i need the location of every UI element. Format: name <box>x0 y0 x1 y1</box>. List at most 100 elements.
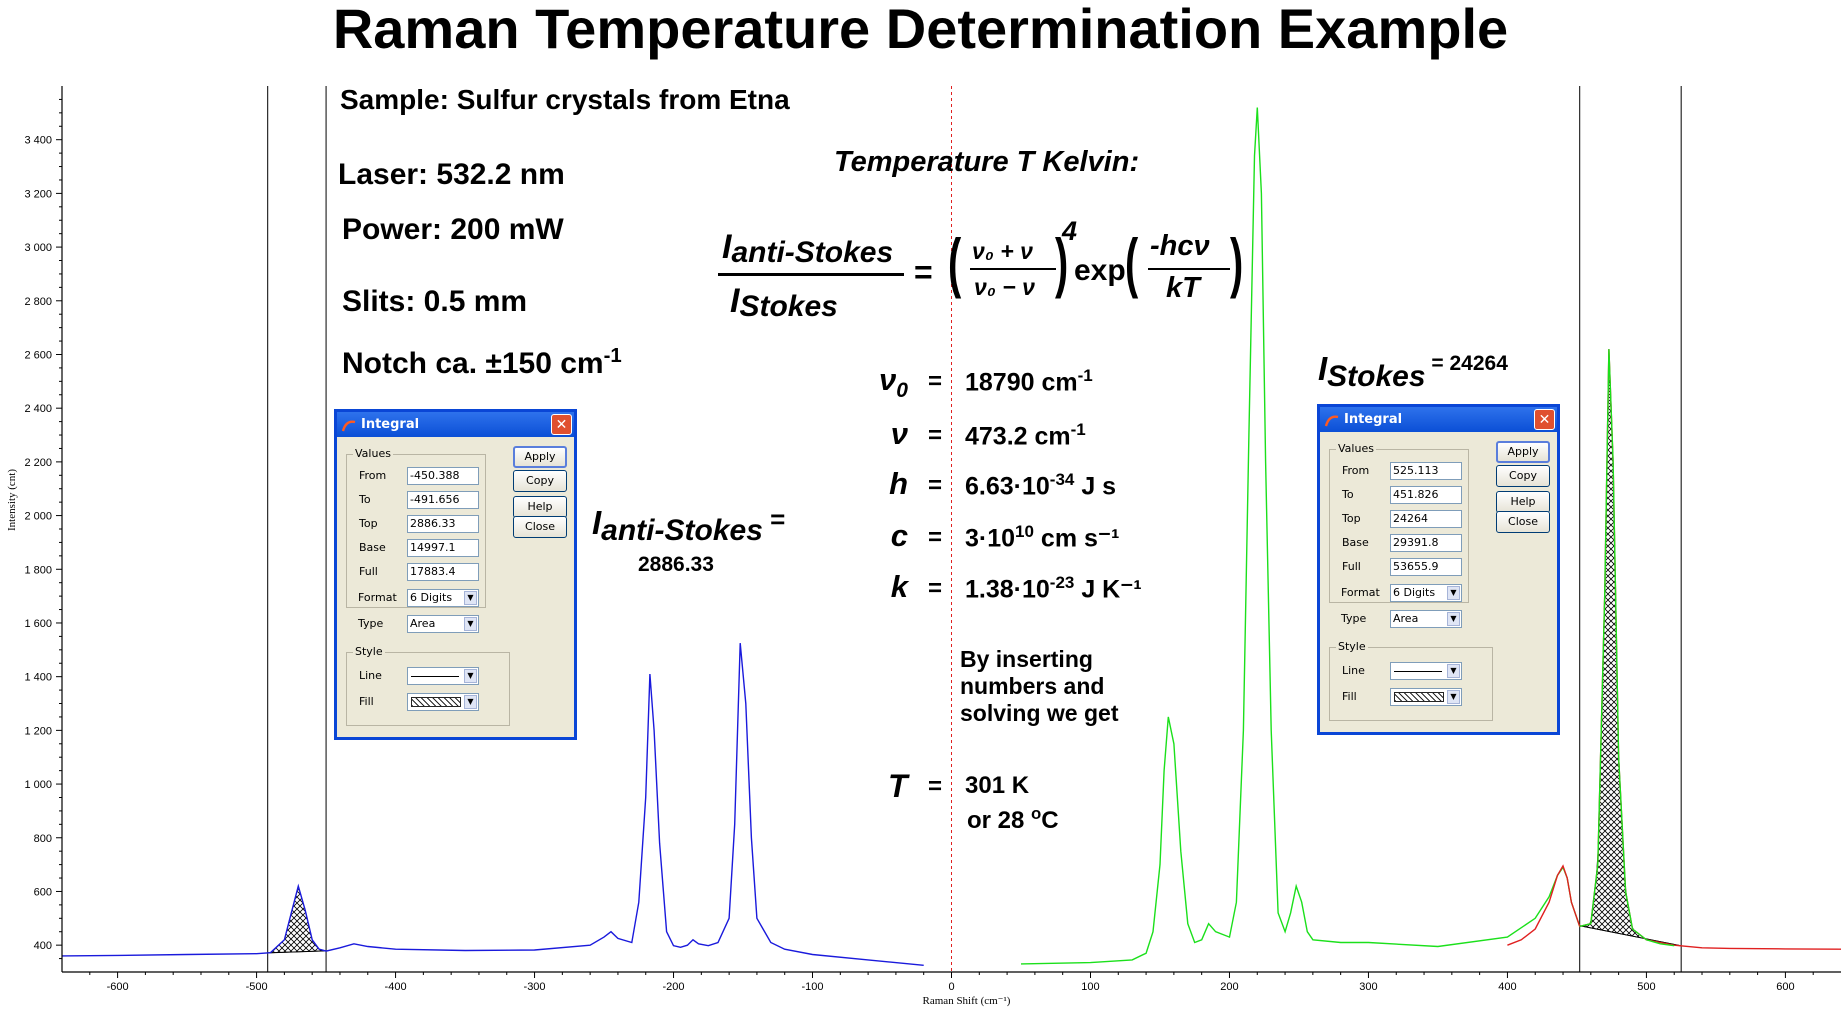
style-group-label: Style <box>1336 640 1368 653</box>
constant-symbol-char: k <box>890 569 908 604</box>
type-select[interactable]: Area ▼ <box>407 615 479 633</box>
integral-baseline-0 <box>268 950 326 954</box>
dialog-titlebar: Integral ✕ <box>337 412 574 437</box>
result-symbol: T <box>888 768 908 804</box>
x-tick-label: 0 <box>948 981 954 993</box>
chevron-down-icon: ▼ <box>1447 586 1460 600</box>
line-style-swatch <box>411 676 459 677</box>
field-full-input[interactable]: 53655.9 <box>1390 558 1462 576</box>
result-celsius: or 28 oC <box>967 804 1059 835</box>
formula-lparen-2: ( <box>1125 225 1139 299</box>
anti-stokes-eq: = <box>762 504 786 534</box>
integral-dialog-anti-stokes[interactable]: Integral ✕ Values From -450.388 To -491.656 Top… <box>334 409 577 740</box>
field-to-input[interactable]: -491.656 <box>407 491 479 509</box>
app-icon <box>341 417 356 432</box>
spectrum-series-1 <box>1020 107 1581 965</box>
formula-nu-sum: ν₀ + ν <box>972 238 1033 264</box>
constant-symbol-char: c <box>890 518 908 553</box>
apply-button[interactable]: Apply <box>513 446 567 468</box>
constant-eq: = <box>928 524 943 551</box>
constant-value-exp: -23 <box>1049 573 1075 592</box>
y-tick-label: 1 600 <box>24 618 52 630</box>
integral-dialog-stokes[interactable]: Integral ✕ Values From 525.113 To 451.826 Top 24… <box>1317 404 1560 735</box>
help-button[interactable]: Help <box>513 496 567 518</box>
help-button[interactable]: Help <box>1496 491 1550 513</box>
y-tick-label: 800 <box>34 833 52 845</box>
line-style-swatch <box>1394 671 1442 672</box>
fill-style-select[interactable]: ▼ <box>1390 688 1462 706</box>
chevron-down-icon: ▼ <box>1447 664 1460 678</box>
x-tick-label: 300 <box>1359 981 1377 993</box>
y-tick-label: 3 200 <box>24 188 52 200</box>
format-select[interactable]: 6 Digits ▼ <box>407 589 479 607</box>
y-axis-label: Intensity (cnt) <box>6 469 18 531</box>
format-value: 6 Digits <box>410 591 453 604</box>
y-tick-label: 1 000 <box>24 779 52 791</box>
constant-value-main: 1.38·10 <box>965 575 1050 604</box>
integral-area-0 <box>268 887 326 954</box>
app-icon <box>1324 412 1339 427</box>
copy-button[interactable]: Copy <box>1496 465 1550 487</box>
y-tick-label: 2 600 <box>24 349 52 361</box>
copy-button[interactable]: Copy <box>513 470 567 492</box>
field-base-input[interactable]: 29391.8 <box>1390 534 1462 552</box>
close-icon[interactable]: ✕ <box>1534 409 1555 430</box>
close-icon[interactable]: ✕ <box>551 414 572 435</box>
formula-nu-diff: ν₀ − ν <box>974 274 1035 300</box>
apply-button[interactable]: Apply <box>1496 441 1550 463</box>
constant-value-unit: cm s⁻¹ <box>1033 524 1120 553</box>
field-top-input[interactable]: 24264 <box>1390 510 1462 528</box>
y-tick-label: 400 <box>34 940 52 952</box>
y-tick-label: 3 400 <box>24 135 52 147</box>
line-style-select[interactable]: ▼ <box>1390 662 1462 680</box>
slits-text: Slits: 0.5 mm <box>342 285 528 318</box>
format-select[interactable]: 6 Digits ▼ <box>1390 584 1462 602</box>
y-tick-label: 2 200 <box>24 457 52 469</box>
constant-value-main: 3·10 <box>965 524 1016 553</box>
x-tick-label: 500 <box>1637 981 1655 993</box>
result-text: By inserting numbers and solving we get <box>960 646 1119 726</box>
fill-style-select[interactable]: ▼ <box>407 693 479 711</box>
page-title: Raman Temperature Determination Example <box>332 0 1509 60</box>
sample-text: Sample: Sulfur crystals from Etna <box>340 84 790 115</box>
close-button[interactable]: Close <box>1496 511 1550 533</box>
formula-denominator: IStokes <box>730 282 838 324</box>
type-select[interactable]: Area ▼ <box>1390 610 1462 628</box>
field-from-input[interactable]: -450.388 <box>407 467 479 485</box>
formula-stokes-sub: Stokes <box>739 290 838 323</box>
constant-value-exp: -1 <box>1077 366 1093 385</box>
type-value: Area <box>1393 612 1419 625</box>
constant-value-main: 6.63·10 <box>965 472 1050 501</box>
style-group-label: Style <box>353 645 385 658</box>
line-style-select[interactable]: ▼ <box>407 667 479 685</box>
fill-hatch-swatch <box>411 697 461 707</box>
style-group: Style Line ▼ Fill ▼ <box>1329 640 1493 721</box>
type-label: Type <box>358 617 384 630</box>
field-from-input[interactable]: 525.113 <box>1390 462 1462 480</box>
x-tick-label: -200 <box>663 981 685 993</box>
constant-eq: = <box>928 368 943 395</box>
field-full-input[interactable]: 17883.4 <box>407 563 479 581</box>
formula-main-fraction-bar <box>718 273 904 276</box>
notch-value: Notch ca. ±150 cm <box>342 347 604 380</box>
formula-kT: kT <box>1166 272 1200 304</box>
chevron-down-icon: ▼ <box>1447 690 1460 704</box>
laser-text: Laser: 532.2 nm <box>338 158 565 191</box>
style-group: Style Line ▼ Fill ▼ <box>346 645 510 726</box>
temperature-heading: Temperature T Kelvin: <box>834 146 1140 178</box>
constant-value-unit: J K⁻¹ <box>1074 575 1142 604</box>
result-kelvin: 301 K <box>965 772 1030 799</box>
line-label: Line <box>359 669 382 682</box>
field-to-input[interactable]: 451.826 <box>1390 486 1462 504</box>
field-label-full: Full <box>1342 560 1361 573</box>
constant-value: 473.2 cm-1 <box>965 420 1086 451</box>
x-tick-label: 600 <box>1776 981 1794 993</box>
integral-baseline-1 <box>1579 925 1682 947</box>
chevron-down-icon: ▼ <box>464 669 477 683</box>
field-label-top: Top <box>359 517 378 530</box>
field-top-input[interactable]: 2886.33 <box>407 515 479 533</box>
field-base-input[interactable]: 14997.1 <box>407 539 479 557</box>
close-button[interactable]: Close <box>513 516 567 538</box>
formula-exp: exp <box>1074 254 1126 287</box>
